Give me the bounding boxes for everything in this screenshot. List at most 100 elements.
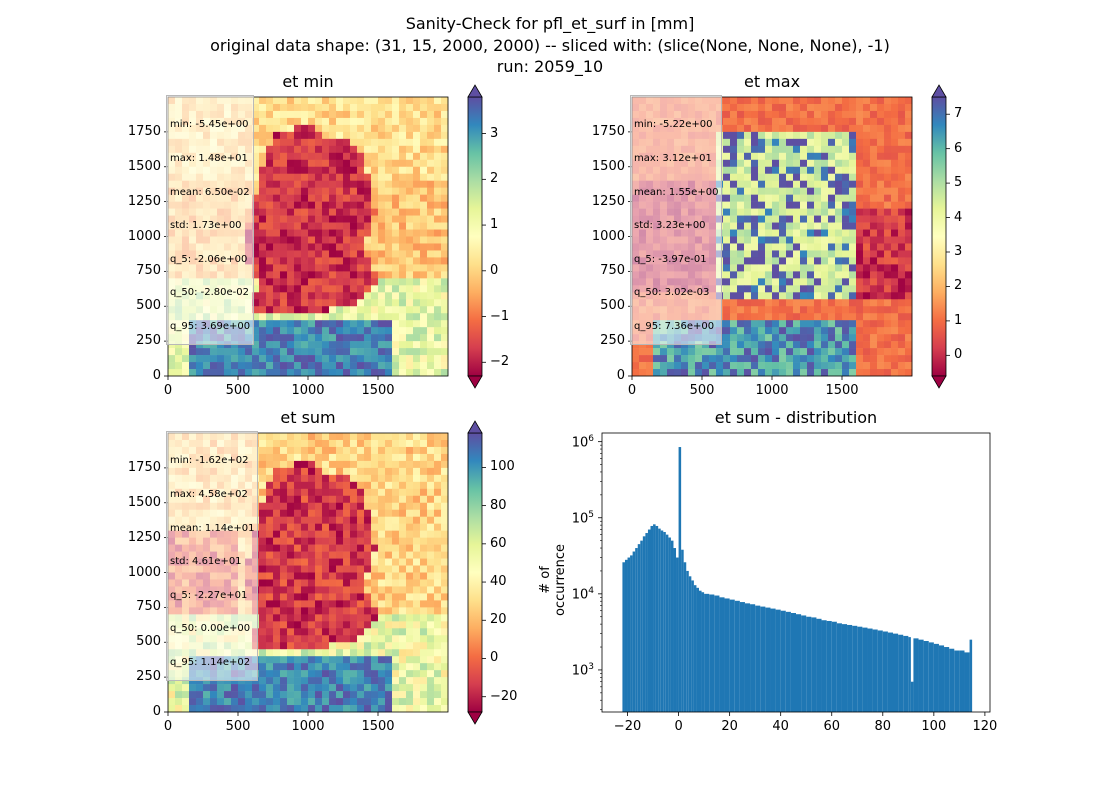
histogram-bar <box>816 618 822 712</box>
stat-line: std: 3.23e+00 <box>634 220 706 232</box>
stat-line: q_95: 7.36e+00 <box>634 321 715 333</box>
histogram-bar <box>908 637 911 712</box>
histogram-y-tick-label: 106 <box>571 433 594 450</box>
x-tick-label: 1000 <box>291 719 325 734</box>
stat-line: q_5: -2.27e+01 <box>170 589 248 601</box>
y-tick-label: 250 <box>136 333 161 349</box>
histogram-bar <box>801 615 807 712</box>
histogram-bar <box>650 525 654 712</box>
histogram-bar <box>739 602 745 712</box>
panel-title-et-max: et max <box>743 72 801 91</box>
histogram-bar <box>847 624 853 712</box>
histogram-bar <box>624 559 628 712</box>
histogram-bar <box>775 609 781 712</box>
y-tick-label: 500 <box>600 298 625 314</box>
x-tick-label: 0 <box>627 383 637 398</box>
stat-line: std: 4.61e+01 <box>170 556 242 568</box>
y-tick-label: 1000 <box>591 228 625 244</box>
colorbar-tick-label: 6 <box>954 140 963 156</box>
stats-box-et-sum: min: -1.62e+02 max: 4.58e+02 mean: 1.14e… <box>166 431 259 682</box>
histogram-bar <box>918 639 924 712</box>
histogram-y-tick-label: 105 <box>571 509 594 527</box>
histogram-bar <box>903 635 909 712</box>
y-tick-label: 1750 <box>127 123 161 139</box>
histogram-x-tick-label: 120 <box>972 719 998 734</box>
histogram-x-tick-label: 80 <box>874 719 892 734</box>
colorbar-tick-label: 0 <box>490 262 499 278</box>
y-tick-label: 1500 <box>127 158 161 174</box>
panel-title-et-sum: et sum <box>280 408 336 427</box>
histogram-bar <box>724 598 730 712</box>
histogram-bar <box>668 537 671 712</box>
histogram-bar <box>640 540 643 712</box>
y-tick-label: 500 <box>136 634 161 650</box>
histogram-bar <box>877 630 883 712</box>
histogram-bar <box>734 600 740 712</box>
figure-run-label: run: 2059_10 <box>496 57 604 76</box>
histogram-bar <box>933 643 939 712</box>
colorbar-tick-label: 3 <box>490 125 499 141</box>
histogram-ylabel: # of occurrence <box>538 543 568 617</box>
y-tick-label: 750 <box>136 263 161 279</box>
histogram-bar <box>836 623 842 712</box>
y-tick-label: 1250 <box>591 193 625 209</box>
y-tick-label: 1500 <box>127 494 161 510</box>
histogram-bar <box>765 607 771 712</box>
histogram-bar <box>701 592 705 712</box>
histogram-bar <box>857 626 863 712</box>
colorbar-tick-label: −2 <box>490 354 510 370</box>
histogram-bar <box>696 587 699 712</box>
panel-title-et-min: et min <box>282 72 334 91</box>
stat-line: max: 1.48e+01 <box>170 153 248 165</box>
histogram-x-tick-label: 100 <box>921 719 947 734</box>
histogram-bar <box>852 625 858 712</box>
y-tick-label: 500 <box>136 298 161 314</box>
histogram-x-tick-label: 20 <box>721 719 738 734</box>
stat-line: mean: 6.50e-02 <box>170 186 250 198</box>
histogram-x-tick-label: 0 <box>674 719 683 734</box>
colorbar-tick-label: 7 <box>954 106 963 122</box>
colorbar-extend-max <box>467 84 483 98</box>
x-tick-label: 1500 <box>361 719 395 734</box>
histogram-bar <box>780 610 786 712</box>
x-tick-label: 0 <box>163 383 173 398</box>
colorbar-tick-label: 0 <box>954 347 963 363</box>
histogram-bar <box>872 629 878 712</box>
histogram-bar <box>663 531 666 712</box>
stat-line: max: 3.12e+01 <box>634 153 712 165</box>
stat-line: q_95: 1.14e+02 <box>170 657 251 669</box>
y-tick-label: 750 <box>136 599 161 615</box>
histogram-bar <box>693 585 697 712</box>
histogram-bar <box>882 631 888 712</box>
histogram-y-tick-label: 103 <box>571 661 594 679</box>
histogram-bar <box>655 525 659 712</box>
histogram-bar <box>729 599 735 712</box>
histogram-bar <box>790 613 796 712</box>
stat-line: q_95: 3.69e+00 <box>170 321 251 333</box>
colorbar-extend-max <box>931 84 947 98</box>
stat-line: q_5: -2.06e+00 <box>170 253 248 265</box>
stat-line: std: 1.73e+00 <box>170 220 242 232</box>
stat-line: max: 4.58e+02 <box>170 489 248 501</box>
histogram-bar <box>821 620 827 712</box>
colorbar-tick-label: −20 <box>490 688 518 704</box>
histogram-bar <box>673 548 677 712</box>
x-tick-label: 500 <box>225 383 251 398</box>
histogram-y-tick-label: 104 <box>571 585 594 603</box>
colorbar-et-min <box>467 96 483 377</box>
histogram-bar <box>806 616 812 712</box>
figure-title: Sanity-Check for pfl_et_surf in [mm] <box>405 14 695 33</box>
x-tick-label: 1000 <box>291 383 325 398</box>
stat-line: mean: 1.55e+00 <box>634 186 719 198</box>
colorbar-tick-label: 100 <box>490 459 515 475</box>
figure-subtitle: original data shape: (31, 15, 2000, 2000… <box>210 36 890 55</box>
histogram-bar <box>714 595 720 712</box>
colorbar-tick-label: 60 <box>490 535 507 551</box>
histogram-frame <box>601 432 991 713</box>
histogram-bar <box>959 650 965 712</box>
y-tick-label: 1250 <box>127 529 161 545</box>
histogram-bar <box>653 524 656 712</box>
histogram-bar <box>862 627 868 712</box>
histogram-bar <box>969 639 973 712</box>
x-tick-label: 1500 <box>361 383 395 398</box>
